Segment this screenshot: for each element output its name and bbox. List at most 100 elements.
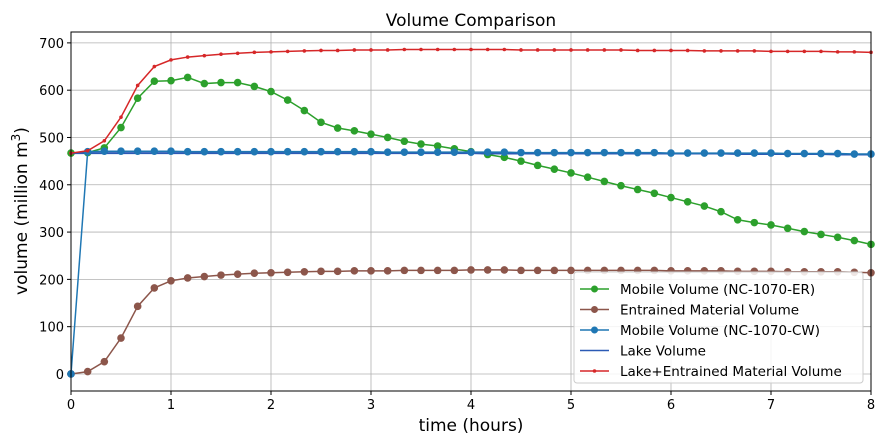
data-point — [852, 50, 857, 54]
x-tick-label: 2 — [267, 398, 275, 413]
data-point — [635, 48, 640, 53]
data-point — [619, 48, 623, 52]
data-point — [150, 284, 159, 292]
data-point — [102, 138, 107, 143]
x-tick-label: 7 — [767, 398, 775, 413]
data-point — [367, 267, 375, 275]
data-point — [535, 48, 540, 52]
data-point — [133, 94, 142, 103]
data-point — [183, 73, 192, 82]
data-point — [819, 49, 823, 54]
data-point — [202, 53, 207, 58]
data-point — [383, 148, 392, 156]
data-point — [567, 148, 575, 157]
data-point — [200, 79, 209, 88]
data-point — [400, 266, 409, 275]
data-point — [767, 149, 775, 157]
legend-marker — [592, 369, 597, 373]
data-point — [417, 140, 425, 148]
data-point — [417, 148, 425, 156]
y-axis-label-sup: 3 — [9, 134, 23, 142]
data-point — [583, 173, 592, 182]
data-point — [583, 148, 592, 157]
data-point — [267, 268, 275, 277]
chart-title: Volume Comparison — [386, 11, 556, 31]
data-point — [183, 147, 192, 156]
data-point — [633, 185, 642, 194]
data-point — [733, 215, 742, 224]
data-point — [250, 147, 259, 156]
data-point — [283, 96, 292, 104]
x-tick-label: 6 — [667, 398, 675, 413]
data-point — [550, 266, 559, 275]
data-point — [650, 148, 659, 157]
data-point — [533, 148, 542, 157]
data-point — [833, 149, 842, 158]
data-point — [650, 189, 659, 198]
data-point — [217, 271, 225, 279]
data-point — [669, 48, 673, 53]
y-tick-label: 600 — [39, 84, 64, 99]
data-point — [367, 147, 375, 156]
data-point — [767, 221, 775, 229]
data-point — [350, 267, 359, 275]
data-point — [500, 148, 509, 156]
y-axis-label-close: ) — [12, 127, 32, 134]
data-point — [285, 49, 290, 54]
data-point — [567, 169, 575, 177]
data-point — [233, 147, 242, 156]
data-point — [469, 47, 473, 52]
data-point — [717, 149, 725, 157]
data-point — [850, 236, 859, 245]
series-group — [67, 47, 875, 378]
data-point — [402, 47, 407, 52]
data-point — [369, 48, 373, 52]
data-point — [383, 267, 392, 275]
data-point — [350, 127, 359, 135]
data-point — [100, 147, 109, 155]
data-point — [167, 147, 175, 155]
data-point — [269, 50, 273, 54]
legend-label: Entrained Material Volume — [620, 303, 799, 319]
data-point — [85, 148, 90, 153]
data-point — [319, 48, 323, 53]
data-point — [433, 142, 442, 150]
data-point — [250, 82, 259, 91]
data-point — [550, 148, 559, 157]
data-point — [769, 49, 773, 54]
data-point — [685, 48, 690, 53]
data-point — [550, 165, 559, 173]
data-point — [217, 147, 225, 156]
data-point — [317, 267, 325, 276]
y-axis-label: volume (million m3) — [9, 127, 32, 295]
data-point — [283, 268, 292, 277]
data-point — [350, 147, 359, 156]
data-point — [233, 78, 242, 87]
data-point — [217, 78, 225, 87]
y-tick-label: 700 — [39, 37, 64, 52]
data-point — [850, 150, 859, 158]
data-point — [517, 157, 525, 165]
y-tick-label: 400 — [39, 179, 64, 194]
data-point — [117, 147, 125, 155]
data-point — [702, 49, 707, 53]
data-point — [567, 266, 575, 275]
data-point — [502, 47, 507, 52]
data-point — [717, 207, 725, 216]
data-point — [302, 49, 307, 53]
data-point — [333, 124, 342, 132]
data-point — [117, 123, 125, 132]
data-point — [519, 48, 523, 52]
data-point — [735, 49, 740, 53]
legend-marker — [591, 285, 598, 293]
plot-frame — [70, 31, 872, 392]
data-point — [633, 148, 642, 157]
data-point — [267, 147, 275, 156]
legend-box — [573, 271, 864, 384]
data-point — [385, 48, 390, 52]
data-point — [150, 77, 159, 85]
data-point — [383, 133, 392, 142]
data-point — [617, 181, 625, 190]
data-point — [317, 147, 325, 156]
